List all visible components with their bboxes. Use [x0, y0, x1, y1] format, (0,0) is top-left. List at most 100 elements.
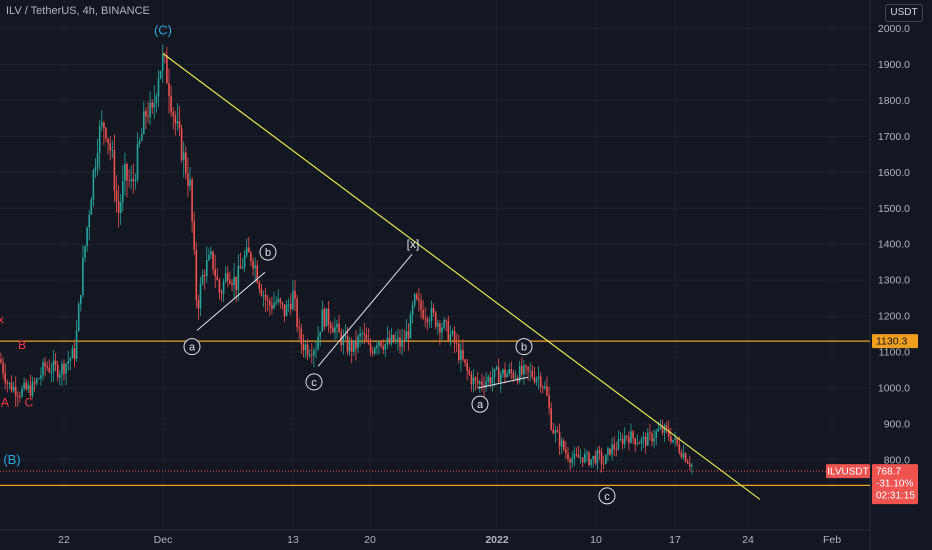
candle-body — [197, 300, 200, 309]
candle-body — [273, 303, 275, 309]
candle-body — [527, 366, 529, 371]
candle-body — [416, 294, 418, 300]
candle-body — [92, 170, 95, 200]
y-tick-label: 1000.0 — [878, 383, 910, 395]
candle-body — [329, 324, 332, 329]
candle-body — [544, 386, 546, 389]
candle-body — [224, 273, 227, 282]
last-price-label: 768.7-31.10%02:31:15 — [872, 464, 918, 505]
candle-body — [304, 344, 307, 351]
candle-body — [210, 251, 212, 255]
candle-body — [344, 335, 347, 337]
candle-body — [535, 378, 538, 382]
candle-body — [149, 102, 151, 118]
candle-body — [647, 432, 649, 446]
candle-body — [218, 280, 221, 293]
candle-body — [185, 152, 187, 174]
level-price-text: 1130.3 — [876, 336, 907, 348]
candle-body — [689, 463, 691, 467]
candle-body — [187, 173, 189, 186]
candle-body — [8, 382, 11, 384]
wave-label-text: C — [25, 395, 34, 409]
y-tick-label: 1600.0 — [878, 167, 910, 179]
candle-body — [686, 461, 689, 464]
level-price-label: 1130.3 — [872, 334, 918, 349]
candle-body — [577, 454, 580, 458]
candlestick-series — [0, 44, 693, 475]
candle-body — [136, 144, 139, 180]
candle-body — [485, 381, 487, 388]
candle-body — [453, 331, 456, 344]
candle-body — [565, 449, 567, 454]
wave-annotations: (C) (B) [x] b a c b a c B A Cx — [0, 22, 616, 505]
candle-body — [283, 304, 286, 317]
candle-body — [439, 323, 441, 333]
candle-body — [500, 374, 502, 383]
candle-body — [94, 166, 97, 171]
candle-body — [539, 376, 542, 388]
candle-body — [180, 128, 183, 161]
currency-button[interactable]: USDT — [885, 4, 923, 22]
candle-body — [382, 346, 384, 350]
x-tick-label: 22 — [58, 534, 70, 546]
candle-body — [592, 455, 594, 460]
y-tick-label: 1100.0 — [879, 347, 910, 359]
candle-body — [241, 267, 244, 269]
candle-body — [573, 454, 576, 459]
candle-body — [35, 378, 38, 384]
candle-body — [369, 343, 372, 352]
candle-body — [600, 452, 603, 464]
candle-body — [395, 339, 397, 342]
candle-body — [44, 362, 46, 367]
candle-body — [397, 337, 399, 340]
candle-body — [25, 382, 27, 390]
candle-body — [626, 435, 628, 437]
candle-body — [143, 111, 145, 135]
candle-body — [98, 126, 101, 153]
candle-body — [126, 163, 128, 181]
candle-body — [88, 214, 90, 228]
candle-body — [336, 323, 338, 328]
candle-body — [172, 111, 174, 116]
time-axis[interactable]: 22 Dec 13 20 2022 10 17 24 Feb — [58, 534, 841, 546]
wave-label-ring — [598, 487, 616, 505]
candle-body — [19, 396, 21, 398]
candle-body — [644, 436, 647, 446]
candle-body — [294, 290, 296, 299]
candle-body — [476, 380, 479, 384]
candle-body — [546, 386, 548, 396]
wave-line — [196, 271, 266, 331]
price-axis[interactable]: 2000.0 1900.0 1800.0 1700.0 1600.0 1500.0 1400… — [878, 23, 910, 466]
candle-body — [420, 300, 422, 310]
candle-body — [14, 386, 17, 397]
symbol-badge — [826, 464, 870, 479]
wave-label-text: [x] — [407, 237, 420, 251]
candle-body — [80, 295, 82, 304]
candle-body — [319, 331, 321, 337]
candle-body — [271, 305, 273, 309]
y-tick-label: 1300.0 — [878, 275, 910, 287]
wave-label-circle: a — [183, 338, 201, 356]
candle-body — [101, 122, 103, 127]
candle-body — [296, 298, 298, 328]
candle-body — [75, 331, 78, 359]
candle-body — [491, 377, 494, 384]
candle-body — [189, 179, 191, 186]
candle-body — [617, 439, 620, 450]
chart-title: ILV / TetherUS, 4h, BINANCE — [6, 5, 150, 17]
candle-body — [521, 365, 523, 375]
candle-body — [193, 221, 195, 250]
candle-body — [71, 348, 74, 359]
wave-label-text: b — [521, 342, 527, 354]
candle-body — [665, 425, 668, 429]
candle-body — [306, 344, 309, 356]
candle-body — [413, 294, 416, 305]
candle-body — [668, 428, 670, 437]
candle-body — [508, 369, 510, 374]
candle-body — [672, 439, 674, 443]
candle-body — [6, 382, 9, 384]
candle-body — [634, 438, 636, 445]
candle-body — [371, 351, 374, 354]
